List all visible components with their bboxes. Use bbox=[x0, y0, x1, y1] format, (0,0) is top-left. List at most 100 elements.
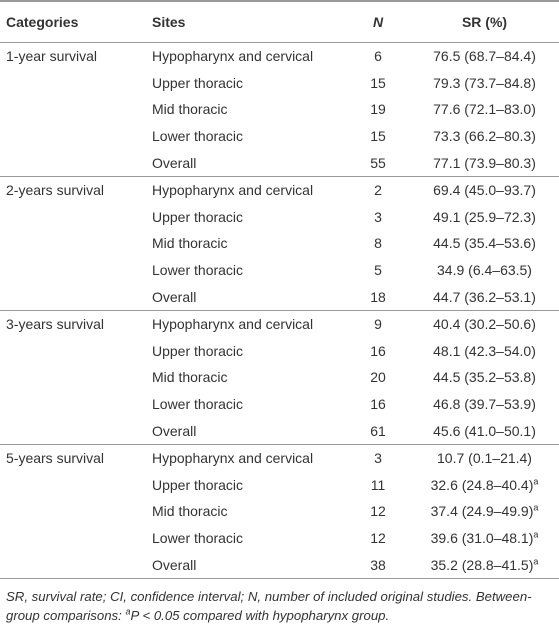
n-cell: 16 bbox=[370, 396, 386, 413]
column-header: Sites bbox=[146, 0, 346, 43]
table-row: Overall 38 35.2 (28.8–41.5)a bbox=[0, 551, 559, 579]
column-header-text: N bbox=[372, 14, 384, 30]
sr-value: 69.4 (45.0–93.7) bbox=[433, 182, 536, 199]
sr-cell: 77.6 (72.1–83.0) bbox=[410, 96, 559, 123]
n-cell: 61 bbox=[346, 417, 410, 445]
table-row: 2-years survival Hypopharynx and cervical… bbox=[0, 175, 559, 204]
sr-cell: 44.5 (35.4–53.6) bbox=[410, 230, 559, 257]
category-cell bbox=[0, 417, 146, 445]
sr-cell: 73.3 (66.2–80.3) bbox=[410, 123, 559, 150]
column-header: Categories bbox=[0, 0, 146, 43]
category-cell: 3-years survival bbox=[0, 309, 146, 338]
n-cell: 9 bbox=[346, 309, 410, 338]
category-cell bbox=[0, 149, 146, 177]
table-row: Upper thoracic 3 49.1 (25.9–72.3) bbox=[0, 204, 559, 231]
n-cell: 16 bbox=[370, 342, 386, 359]
site-cell: Hypopharynx and cervical bbox=[146, 41, 346, 70]
column-header: SR (%) bbox=[410, 0, 559, 43]
sr-cell: 45.6 (41.0–50.1) bbox=[410, 417, 559, 445]
category-cell bbox=[0, 498, 146, 525]
site-cell: Overall bbox=[146, 149, 346, 177]
column-header: N bbox=[346, 0, 410, 43]
site-cell: Mid thoracic bbox=[152, 369, 228, 386]
n-cell: 15 bbox=[370, 74, 386, 91]
sr-value: 73.3 (66.2–80.3) bbox=[433, 128, 536, 145]
sr-value: 49.1 (25.9–72.3) bbox=[433, 208, 536, 225]
n-cell: 11 bbox=[370, 476, 386, 493]
header-row: Categories Sites N SR (%) bbox=[0, 0, 559, 43]
site-cell: Lower thoracic bbox=[152, 396, 244, 413]
sr-cell: 35.2 (28.8–41.5)a bbox=[410, 551, 559, 579]
n-cell: 6 bbox=[346, 41, 410, 70]
sr-value: 44.5 (35.2–53.8) bbox=[433, 369, 536, 386]
n-cell: 3 bbox=[346, 443, 410, 472]
site-cell: Mid thoracic bbox=[152, 503, 228, 520]
sr-note: a bbox=[533, 476, 539, 487]
n-cell: 20 bbox=[370, 369, 386, 386]
site-cell: Mid thoracic bbox=[152, 101, 228, 118]
category-cell bbox=[0, 257, 146, 284]
category-cell: 2-years survival bbox=[0, 175, 146, 204]
table-row: Mid thoracic 12 37.4 (24.9–49.9)a bbox=[0, 498, 559, 525]
category-cell bbox=[0, 391, 146, 418]
n-cell: 3 bbox=[374, 208, 382, 225]
site-cell: Hypopharynx and cervical bbox=[146, 443, 346, 472]
sr-cell: 77.1 (73.9–80.3) bbox=[410, 149, 559, 177]
table-row: Upper thoracic 11 32.6 (24.8–40.4)a bbox=[0, 472, 559, 499]
sr-value: 77.1 (73.9–80.3) bbox=[433, 154, 536, 171]
sr-cell: 34.9 (6.4–63.5) bbox=[410, 257, 559, 284]
table-body: 1-year survival Hypopharynx and cervical 6… bbox=[0, 41, 559, 579]
sr-value: 79.3 (73.7–84.8) bbox=[433, 74, 536, 91]
table-row: Lower thoracic 16 46.8 (39.7–53.9) bbox=[0, 391, 559, 418]
site-cell: Upper thoracic bbox=[152, 476, 244, 493]
footnote-p: P bbox=[130, 607, 139, 623]
category-cell bbox=[0, 525, 146, 552]
sr-cell: 76.5 (68.7–84.4) bbox=[410, 41, 559, 70]
n-cell: 55 bbox=[346, 149, 410, 177]
sr-cell: 37.4 (24.9–49.9)a bbox=[410, 498, 559, 525]
sr-value: 44.7 (36.2–53.1) bbox=[433, 288, 536, 305]
sr-note: a bbox=[533, 529, 539, 540]
n-cell: 19 bbox=[370, 101, 386, 118]
n-cell: 12 bbox=[370, 503, 386, 520]
category-cell bbox=[0, 551, 146, 579]
sr-value: 35.2 (28.8–41.5) bbox=[430, 556, 534, 573]
table-row: Lower thoracic 12 39.6 (31.0–48.1)a bbox=[0, 525, 559, 552]
category-cell bbox=[0, 283, 146, 311]
n-cell: 18 bbox=[346, 283, 410, 311]
footnote-mark: a bbox=[125, 606, 131, 617]
table-row: Mid thoracic 8 44.5 (35.4–53.6) bbox=[0, 230, 559, 257]
category-cell: 1-year survival bbox=[0, 41, 146, 70]
category-cell bbox=[0, 364, 146, 391]
site-cell: Hypopharynx and cervical bbox=[146, 175, 346, 204]
table-row: Overall 55 77.1 (73.9–80.3) bbox=[0, 149, 559, 177]
sr-value: 10.7 (0.1–21.4) bbox=[437, 450, 532, 467]
sr-value: 44.5 (35.4–53.6) bbox=[433, 235, 536, 252]
sr-cell: 44.7 (36.2–53.1) bbox=[410, 283, 559, 311]
sr-value: 48.1 (42.3–54.0) bbox=[433, 342, 536, 359]
table-row: 1-year survival Hypopharynx and cervical 6… bbox=[0, 41, 559, 70]
site-cell: Lower thoracic bbox=[152, 128, 244, 145]
category-cell bbox=[0, 230, 146, 257]
sr-value: 39.6 (31.0–48.1) bbox=[430, 529, 534, 546]
sr-cell: 49.1 (25.9–72.3) bbox=[410, 204, 559, 231]
site-cell: Upper thoracic bbox=[152, 342, 244, 359]
site-cell: Lower thoracic bbox=[152, 262, 244, 279]
n-cell: 2 bbox=[346, 175, 410, 204]
survival-table: Categories Sites N SR (%) 1-year surviva… bbox=[0, 0, 559, 579]
category-cell bbox=[0, 472, 146, 499]
site-cell: Overall bbox=[146, 551, 346, 579]
site-cell: Mid thoracic bbox=[152, 235, 228, 252]
site-cell: Upper thoracic bbox=[152, 74, 244, 91]
category-cell bbox=[0, 70, 146, 97]
sr-cell: 44.5 (35.2–53.8) bbox=[410, 364, 559, 391]
table-row: Lower thoracic 5 34.9 (6.4–63.5) bbox=[0, 257, 559, 284]
n-cell: 38 bbox=[346, 551, 410, 579]
category-cell bbox=[0, 338, 146, 365]
table-row: Upper thoracic 16 48.1 (42.3–54.0) bbox=[0, 338, 559, 365]
sr-value: 76.5 (68.7–84.4) bbox=[433, 48, 536, 65]
table-row: 3-years survival Hypopharynx and cervical… bbox=[0, 309, 559, 338]
sr-note: a bbox=[533, 555, 539, 566]
footnote-rest: < 0.05 compared with hypopharynx group. bbox=[138, 607, 390, 623]
sr-cell: 40.4 (30.2–50.6) bbox=[410, 309, 559, 338]
